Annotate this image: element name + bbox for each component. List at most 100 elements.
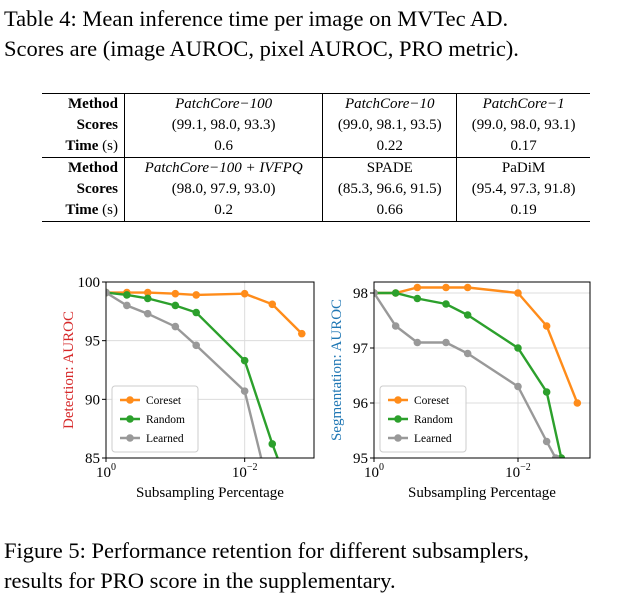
x-axis-label: Subsampling Percentage	[136, 485, 284, 501]
data-point-coreset	[542, 322, 551, 330]
scores-cell: (99.0, 98.0, 93.1)	[456, 115, 590, 136]
data-point-learned	[240, 387, 249, 395]
data-point-random	[442, 300, 450, 308]
method-cell: SPADE	[322, 157, 457, 179]
data-point-random	[143, 294, 152, 303]
data-point-random	[557, 454, 566, 458]
x-axis-label: Subsampling Percentage	[408, 485, 556, 501]
data-point-learned	[442, 338, 450, 347]
data-point-random	[268, 440, 277, 448]
data-point-random	[463, 311, 472, 319]
data-point-learned	[514, 382, 522, 391]
table-row: Scores (98.0, 97.9, 93.0) (85.3, 96.6, 9…	[42, 179, 590, 200]
data-point-random	[171, 301, 180, 310]
data-point-random	[123, 291, 131, 299]
row-label-scores: Scores	[76, 181, 118, 197]
series-layer	[106, 288, 306, 480]
time-cell: 0.2	[123, 200, 323, 222]
figure-caption: Figure 5: Performance retention for diff…	[4, 536, 529, 596]
row-label-time: Time (s)	[42, 200, 125, 222]
y-axis-label-accent: AUROC	[61, 311, 77, 364]
x-tick-exponent: 0	[379, 462, 384, 473]
x-tick-exponent: −2	[247, 462, 258, 473]
data-point-random	[240, 356, 249, 365]
table-row: Scores (99.1, 98.0, 93.3) (99.0, 98.1, 9…	[42, 115, 590, 136]
x-tick-exponent: −2	[520, 462, 531, 473]
y-axis-label: Detection: AUROC	[61, 311, 77, 429]
series-line-learned	[374, 292, 557, 458]
legend-swatch-marker	[126, 434, 134, 442]
data-point-random	[413, 294, 422, 303]
data-point-learned	[106, 288, 110, 297]
figure-caption-line-1: Figure 5: Performance retention for diff…	[4, 538, 530, 563]
legend-box	[379, 385, 467, 453]
data-point-learned	[143, 309, 152, 318]
y-tick-label: 95	[353, 451, 368, 467]
data-point-coreset	[268, 300, 277, 309]
row-label-time: Time (s)	[42, 136, 125, 158]
table-caption-line-1: Table 4: Mean inference time per image o…	[4, 6, 509, 31]
table-row: Method PatchCore−100 + IVFPQ SPADE PaDiM	[42, 157, 590, 179]
time-unit: (s)	[102, 202, 118, 218]
row-label-method: Method	[42, 93, 125, 115]
plot-frame	[373, 281, 591, 459]
y-axis-label: Segmentation: AUROC	[329, 299, 345, 441]
scores-cell: (98.0, 97.9, 93.0)	[123, 179, 323, 200]
method-cell: PatchCore−1	[456, 93, 590, 115]
data-point-learned	[192, 341, 201, 350]
time-cell: 0.19	[456, 200, 590, 222]
time-cell: 0.17	[456, 136, 590, 158]
data-point-random	[542, 388, 551, 396]
data-point-learned	[262, 472, 270, 480]
y-axis-label-prefix: Detection:	[61, 364, 77, 429]
data-point-random	[192, 308, 201, 317]
x-tick-label: 10−2	[505, 462, 531, 481]
data-point-learned	[391, 322, 400, 330]
data-point-coreset	[573, 399, 582, 407]
row-label-scores: Scores	[76, 117, 118, 133]
data-point-coreset	[171, 289, 180, 298]
legend-swatch-marker	[394, 434, 402, 442]
legend-box	[111, 385, 199, 453]
data-point-coreset	[240, 289, 249, 298]
series-layer	[374, 283, 582, 458]
data-point-coreset	[442, 283, 450, 292]
time-cell: 0.66	[322, 200, 457, 222]
data-point-random	[514, 344, 522, 352]
data-point-learned	[542, 437, 551, 446]
scores-cell: (99.1, 98.0, 93.3)	[123, 115, 323, 136]
y-tick-label: 98	[353, 286, 368, 302]
method-cell: PaDiM	[456, 157, 590, 179]
y-axis-label-accent: AUROC	[329, 299, 345, 352]
legend-swatch-marker	[394, 415, 402, 423]
legend-entry: Coreset	[146, 395, 182, 407]
x-tick-base: 10	[96, 465, 111, 481]
table-caption: Table 4: Mean inference time per image o…	[4, 4, 519, 64]
figure-caption-line-2: results for PRO score in the supplementa…	[4, 568, 396, 593]
legend-entry: Random	[146, 414, 185, 426]
data-point-learned	[551, 454, 560, 458]
y-tick-label: 90	[85, 392, 100, 408]
x-tick-exponent: 0	[111, 462, 116, 473]
table-row: Time (s) 0.2 0.66 0.19	[42, 200, 590, 222]
legend-entry: Learned	[146, 433, 184, 445]
scores-cell: (85.3, 96.6, 91.5)	[322, 179, 457, 200]
time-cell: 0.6	[123, 136, 323, 158]
plot-frame	[105, 281, 315, 459]
data-point-coreset	[413, 283, 422, 292]
table-caption-line-2: Scores are (image AUROC, pixel AUROC, PR…	[4, 36, 519, 61]
data-point-random	[391, 289, 400, 297]
method-name: PatchCore−100 + IVFPQ	[144, 160, 303, 176]
y-tick-label: 85	[85, 451, 100, 467]
scores-cell: (95.4, 97.3, 91.8)	[456, 179, 590, 200]
time-cell: 0.22	[322, 136, 457, 158]
inference-time-table: Method PatchCore−100 PatchCore−10 PatchC…	[42, 93, 590, 222]
data-point-coreset	[463, 283, 472, 292]
x-tick-base: 10	[232, 465, 247, 481]
x-tick-label: 10−2	[232, 462, 258, 481]
legend-swatch-marker	[126, 415, 134, 423]
y-axis-label-prefix: Segmentation:	[329, 351, 345, 441]
data-point-coreset	[192, 291, 201, 299]
